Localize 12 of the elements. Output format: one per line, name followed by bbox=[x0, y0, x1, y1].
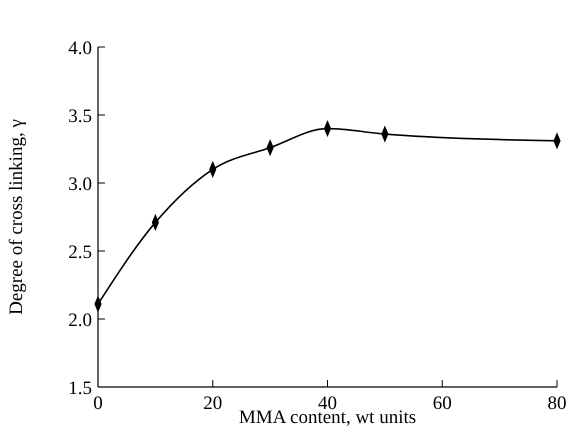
x-tick-label: 0 bbox=[93, 393, 103, 414]
x-tick-label: 40 bbox=[318, 393, 337, 414]
y-tick-label: 3.0 bbox=[68, 174, 92, 195]
y-tick-label: 3.5 bbox=[68, 106, 92, 127]
x-tick-label: 20 bbox=[203, 393, 222, 414]
x-tick-label: 80 bbox=[548, 393, 566, 414]
y-tick-label: 1.5 bbox=[68, 378, 92, 399]
y-axis-title: Degree of cross linking, γ bbox=[6, 119, 27, 315]
y-tick-label: 2.5 bbox=[68, 242, 92, 263]
y-tick-label: 2.0 bbox=[68, 310, 92, 331]
y-tick-label: 4.0 bbox=[68, 38, 92, 59]
x-tick-label: 60 bbox=[432, 393, 452, 414]
